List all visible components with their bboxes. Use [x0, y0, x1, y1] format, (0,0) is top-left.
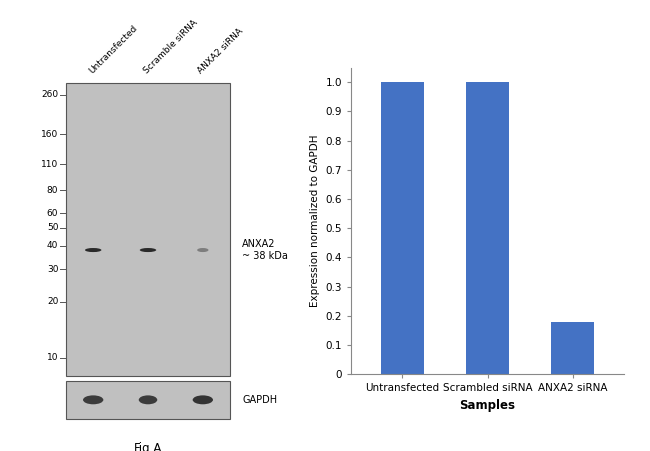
Text: GAPDH: GAPDH	[242, 395, 278, 405]
Text: 260: 260	[41, 91, 58, 100]
Text: 10: 10	[47, 353, 58, 362]
Text: 160: 160	[41, 129, 58, 138]
Text: Fig.A: Fig.A	[134, 442, 162, 451]
Ellipse shape	[197, 248, 209, 252]
Text: 50: 50	[47, 223, 58, 232]
Bar	[551, 322, 594, 374]
Bar	[381, 82, 424, 374]
Y-axis label: Expression normalized to GAPDH: Expression normalized to GAPDH	[310, 135, 320, 307]
Text: 60: 60	[47, 209, 58, 218]
Text: 20: 20	[47, 297, 58, 306]
Ellipse shape	[85, 248, 101, 252]
Text: 40: 40	[47, 241, 58, 250]
Ellipse shape	[138, 396, 157, 404]
Text: ANXA2 siRNA: ANXA2 siRNA	[196, 27, 245, 75]
Text: 80: 80	[47, 185, 58, 194]
Text: Scramble siRNA: Scramble siRNA	[142, 18, 199, 75]
Bar	[66, 381, 230, 419]
Text: ANXA2
~ 38 kDa: ANXA2 ~ 38 kDa	[242, 239, 288, 261]
Ellipse shape	[83, 396, 103, 404]
Bar	[66, 83, 230, 376]
Bar	[466, 82, 509, 374]
Ellipse shape	[192, 396, 213, 404]
Text: 110: 110	[41, 160, 58, 169]
Text: 30: 30	[47, 265, 58, 274]
X-axis label: Samples: Samples	[460, 399, 515, 412]
Ellipse shape	[140, 248, 156, 252]
Text: Untransfected: Untransfected	[87, 23, 138, 75]
